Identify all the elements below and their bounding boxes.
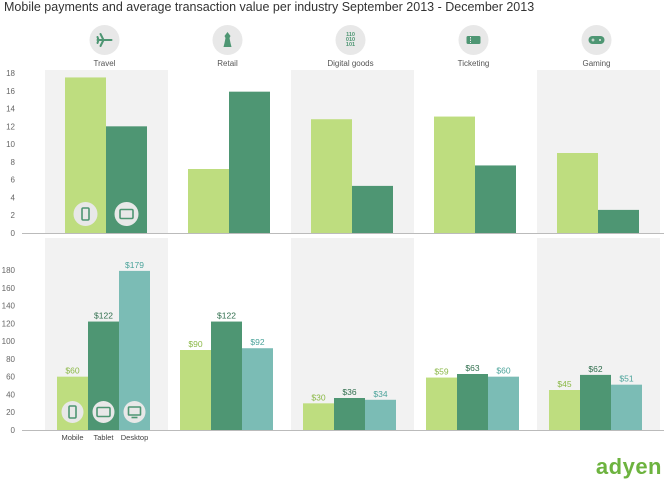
icon-circle (114, 202, 139, 226)
bar-top-retail-tablet (229, 91, 270, 234)
top-device-tablet-icon (114, 202, 139, 226)
bottom-device-desktop-monitor-icon (123, 401, 146, 423)
bottom-y-tick-label: 40 (6, 390, 15, 399)
top-y-tick-label: 6 (11, 176, 16, 185)
adyen-logo: adyen (596, 454, 662, 479)
bar-value-label: $36 (342, 387, 356, 397)
bar-bottom-digital-goods-desktop (365, 399, 396, 430)
category-icon-gaming (581, 25, 612, 55)
bar-value-label: $59 (434, 367, 448, 377)
bar-top-gaming-mobile (557, 153, 598, 233)
category-icon-travel (89, 25, 120, 55)
icon-circle (61, 401, 84, 423)
top-y-tick-label: 8 (11, 158, 16, 167)
bar-bottom-ticketing-tablet (457, 374, 488, 430)
bar-value-label: $122 (94, 311, 113, 321)
bar-bottom-ticketing-desktop (488, 376, 519, 430)
bottom-y-tick-label: 80 (6, 355, 15, 364)
icon-circle (92, 401, 115, 423)
bar-value-label: $60 (65, 366, 79, 376)
top-device-mobile-phone-icon (73, 202, 98, 226)
bottom-y-tick-label: 20 (6, 408, 15, 417)
category-label-digital-goods: Digital goods (327, 59, 373, 68)
bar-top-gaming-tablet (598, 209, 639, 233)
top-y-tick-label: 14 (6, 105, 15, 114)
category-icon-retail (212, 25, 243, 55)
bar-value-label: $45 (557, 379, 571, 389)
top-y-tick-label: 0 (11, 229, 16, 238)
bottom-y-tick-label: 0 (11, 426, 16, 435)
bar-bottom-ticketing-mobile (426, 377, 457, 430)
gamepad-icon (588, 36, 605, 44)
ticket-icon (466, 36, 481, 44)
bar-top-digital-goods-mobile (311, 119, 352, 233)
bottom-y-tick-label: 100 (2, 337, 16, 346)
category-label-gaming: Gaming (582, 59, 610, 68)
device-label-desktop: Desktop (121, 433, 149, 442)
bottom-y-tick-label: 160 (2, 284, 16, 293)
bar-bottom-gaming-mobile (549, 390, 580, 430)
bar-bottom-retail-desktop (242, 348, 273, 430)
bar-value-label: $34 (373, 389, 387, 399)
device-label-tablet: Tablet (93, 433, 114, 442)
top-y-tick-label: 10 (6, 140, 15, 149)
category-label-ticketing: Ticketing (458, 59, 490, 68)
bottom-y-tick-label: 60 (6, 373, 15, 382)
icon-circle (335, 25, 366, 55)
bar-bottom-retail-tablet (211, 321, 242, 430)
bottom-device-mobile-phone-icon (61, 401, 84, 423)
bottom-device-tablet-icon (92, 401, 115, 423)
bar-top-ticketing-tablet (475, 165, 516, 233)
svg-text:110: 110 (346, 32, 355, 38)
svg-text:101: 101 (346, 42, 355, 48)
top-y-tick-label: 12 (6, 122, 15, 131)
airplane-icon (96, 33, 113, 47)
chess-piece-icon (223, 32, 232, 47)
top-y-tick-label: 18 (6, 69, 15, 78)
icon-circle (123, 401, 146, 423)
bar-bottom-digital-goods-mobile (303, 403, 334, 430)
bar-top-digital-goods-tablet (352, 185, 393, 233)
bar-value-label: $30 (311, 392, 325, 402)
bar-value-label: $179 (125, 260, 144, 270)
bar-bottom-gaming-tablet (580, 374, 611, 430)
bar-top-ticketing-mobile (434, 116, 475, 233)
icon-circle (73, 202, 98, 226)
bar-top-retail-mobile (188, 169, 229, 233)
bar-value-label: $62 (588, 364, 602, 374)
bar-value-label: $92 (250, 337, 264, 347)
band-top-gaming (537, 70, 660, 234)
svg-text:010: 010 (346, 37, 355, 43)
bar-bottom-digital-goods-tablet (334, 398, 365, 430)
device-label-mobile: Mobile (61, 433, 83, 442)
bar-bottom-gaming-desktop (611, 384, 642, 430)
bar-bottom-retail-mobile (180, 350, 211, 430)
bar-value-label: $90 (188, 339, 202, 349)
bottom-y-tick-label: 140 (2, 302, 16, 311)
category-icon-ticketing (458, 25, 489, 55)
top-y-tick-label: 16 (6, 87, 15, 96)
bar-value-label: $51 (619, 374, 633, 384)
bottom-y-tick-label: 180 (2, 266, 16, 275)
top-y-tick-label: 4 (11, 193, 16, 202)
bottom-y-tick-label: 120 (2, 319, 16, 328)
bar-value-label: $122 (217, 311, 236, 321)
chart-title: Mobile payments and average transaction … (4, 0, 535, 14)
top-y-tick-label: 2 (11, 211, 16, 220)
bar-value-label: $60 (496, 366, 510, 376)
category-label-retail: Retail (217, 59, 238, 68)
category-label-travel: Travel (94, 59, 116, 68)
bar-value-label: $63 (465, 363, 479, 373)
